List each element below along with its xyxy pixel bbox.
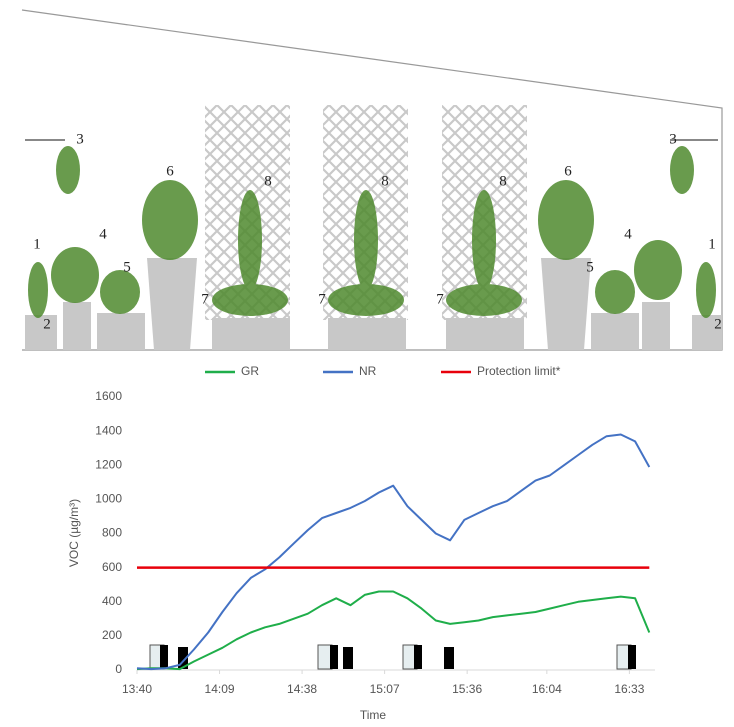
- plant-number: 2: [43, 316, 51, 332]
- plant-number: 4: [99, 226, 107, 242]
- x-tick-label: 15:07: [370, 682, 400, 696]
- y-tick-label: 200: [102, 628, 122, 642]
- y-tick-label: 1400: [95, 423, 122, 437]
- y-tick-label: 600: [102, 560, 122, 574]
- y-tick-label: 1200: [95, 457, 122, 471]
- y-tick-label: 1000: [95, 492, 122, 506]
- plant-number: 8: [381, 173, 389, 189]
- plant-number: 5: [123, 259, 131, 275]
- pots: [25, 258, 722, 350]
- y-tick-label: 1600: [95, 389, 122, 403]
- x-tick-label: 16:04: [532, 682, 562, 696]
- plant-number: 2: [714, 316, 722, 332]
- series-line: [136, 590, 651, 671]
- x-tick-label: 15:36: [452, 682, 482, 696]
- foliage: [28, 146, 716, 318]
- legend-label: NR: [359, 364, 377, 378]
- plant-number: 6: [564, 163, 572, 179]
- x-axis-title: Time: [360, 708, 387, 722]
- plant-number: 8: [264, 173, 272, 189]
- y-axis-title: VOC (µg/m³): [67, 499, 81, 567]
- plant-number: 1: [33, 236, 41, 252]
- x-tick-label: 13:40: [122, 682, 152, 696]
- door-markers: [149, 644, 636, 670]
- plant-number: 5: [586, 259, 594, 275]
- plant-number: 4: [624, 226, 632, 242]
- x-tick-label: 14:38: [287, 682, 317, 696]
- plant-number: 1: [708, 236, 716, 252]
- plant-number: 8: [499, 173, 507, 189]
- illustration: 1 2 3 4 5 6 7 8 7 8 7 8 6 5 4 3 2 1: [21, 9, 723, 351]
- y-tick-label: 400: [102, 594, 122, 608]
- legend-label: Protection limit*: [477, 364, 561, 378]
- plant-number: 7: [318, 291, 326, 307]
- plant-number: 6: [166, 163, 174, 179]
- x-tick-label: 14:09: [205, 682, 235, 696]
- x-tick-label: 16:33: [614, 682, 644, 696]
- y-tick-label: 800: [102, 526, 122, 540]
- plant-number: 3: [76, 131, 84, 147]
- series-line: [136, 433, 651, 671]
- plant-number: 7: [436, 291, 444, 307]
- plant-number: 7: [201, 291, 209, 307]
- y-tick-label: 0: [115, 662, 122, 676]
- legend-label: GR: [241, 364, 259, 378]
- plant-number: 3: [669, 131, 677, 147]
